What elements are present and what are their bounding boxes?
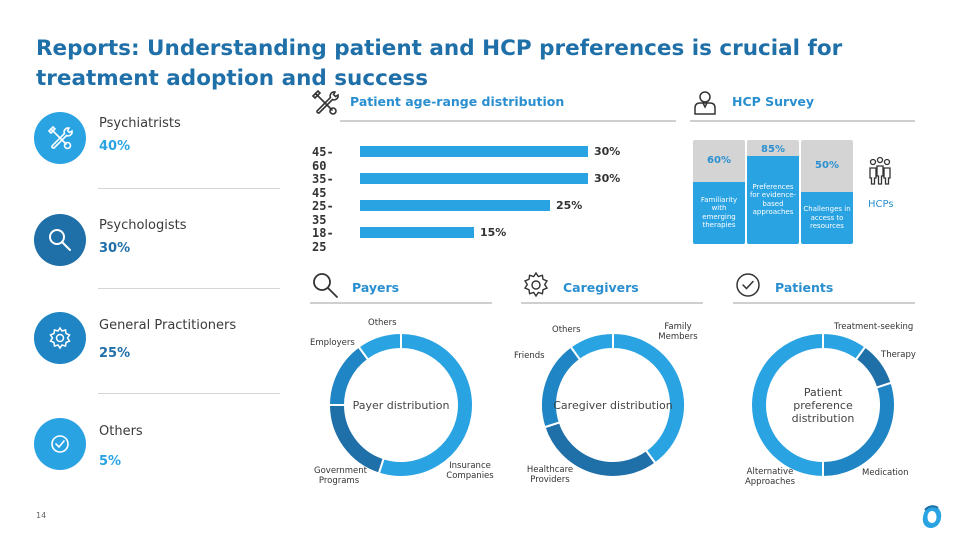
page-title: Reports: Understanding patient and HCP p… <box>36 36 843 91</box>
section-title: Caregivers <box>563 280 639 295</box>
person-icon <box>694 91 716 115</box>
role-percent: 40% <box>99 139 131 154</box>
survey-bar: Familiarity with emerging therapies <box>693 181 745 244</box>
slice-label: Alternative Approaches <box>738 467 802 487</box>
bar-category-label: 25-35 <box>312 199 334 227</box>
check-icon <box>736 273 760 297</box>
tools-icon <box>34 112 86 164</box>
slice-label: Others <box>368 318 397 328</box>
magnifier-icon <box>313 273 338 298</box>
slice-label: Treatment-seeking <box>834 322 914 332</box>
survey-bar: Preferences for evidence-based approache… <box>747 155 799 244</box>
role-percent: 5% <box>99 454 122 469</box>
section-hcp-survey: HCP Survey <box>690 88 915 122</box>
bar-value-label: 30% <box>594 145 621 158</box>
role-name: Others <box>99 424 143 439</box>
divider <box>98 188 280 189</box>
slice-label-text: Alternative Approaches <box>744 467 796 487</box>
slice-label: Family Members <box>650 322 706 342</box>
survey-value-label: 60% <box>707 154 731 166</box>
tools-icon <box>311 89 339 115</box>
section-title: Patient age-range distribution <box>350 94 565 109</box>
role-percent: 30% <box>99 241 131 256</box>
donut-center-label: Payer distribution <box>352 398 450 412</box>
section-payers: Payers <box>310 270 492 304</box>
slice-label: Others <box>552 325 581 335</box>
hcps-label: HCPs <box>868 199 894 210</box>
slice-label-text: Healthcare Providers <box>526 465 574 485</box>
donut-slice <box>569 331 614 362</box>
donut-center-label: Caregiver distribution <box>553 398 673 412</box>
bar-category-label: 35-45 <box>312 172 334 200</box>
section-age-range: Patient age-range distribution <box>310 88 676 122</box>
page-number: 14 <box>36 511 47 520</box>
role-general-practitioners: General Practitioners 25% <box>34 312 280 382</box>
slice-label: Employers <box>310 338 355 348</box>
slice-label: Friends <box>514 351 545 361</box>
donut-svg <box>327 331 474 478</box>
bar-value-label: 15% <box>480 226 507 239</box>
gear-icon <box>523 271 549 298</box>
brand-logo-icon <box>922 505 942 528</box>
survey-category-label: Familiarity with emerging therapies <box>700 195 738 230</box>
donut-center-label: Patient preference distribution <box>791 385 855 425</box>
survey-column: Preferences for evidence-based approache… <box>747 140 799 244</box>
caregiver-donut-chart: Caregiver distribution <box>538 330 688 480</box>
bar <box>360 200 550 211</box>
bar-value-label: 25% <box>556 199 583 212</box>
section-title: Patients <box>775 280 834 295</box>
bar-category-label: 18-25 <box>312 226 334 254</box>
payer-donut-chart: Payer distribution <box>326 330 476 480</box>
bar-category-label: 45-60 <box>312 145 334 173</box>
slice-label: Insurance Companies <box>440 461 500 481</box>
slice-label: Medication <box>862 468 909 478</box>
role-name: General Practitioners <box>99 318 237 333</box>
divider <box>98 288 280 289</box>
section-caregivers: Caregivers <box>521 270 703 304</box>
donut-slice <box>357 331 402 362</box>
divider <box>98 393 280 394</box>
section-rule <box>340 120 676 122</box>
section-rule <box>310 302 492 304</box>
slice-label-text: Insurance Companies <box>446 461 494 481</box>
hcps-group-icon <box>864 156 896 186</box>
role-psychiatrists: Psychiatrists 40% <box>34 112 280 182</box>
patient-donut-chart: Patient preference distribution <box>748 330 898 480</box>
role-name: Psychiatrists <box>99 116 181 131</box>
slice-label: Therapy <box>881 350 916 360</box>
bar <box>360 146 588 157</box>
survey-column: Challenges in access to resources 50% <box>801 140 853 244</box>
bar <box>360 173 588 184</box>
slice-label: Government Programs <box>314 466 368 486</box>
role-psychologists: Psychologists 30% <box>34 214 280 284</box>
section-title: Payers <box>352 280 400 295</box>
survey-category-label: Challenges in access to resources <box>803 205 851 231</box>
section-title: HCP Survey <box>732 94 814 109</box>
section-patients: Patients <box>733 270 915 304</box>
section-rule <box>690 120 915 122</box>
survey-value-label: 50% <box>815 160 839 171</box>
section-rule <box>733 302 915 304</box>
role-name: Psychologists <box>99 218 187 233</box>
magnifier-icon <box>34 214 86 266</box>
slice-label-text: Government Programs <box>314 466 368 486</box>
survey-category-label: Preferences for evidence-based approache… <box>749 182 797 217</box>
survey-bar: Challenges in access to resources <box>801 192 853 244</box>
donut-slice <box>750 331 824 479</box>
bar <box>360 227 474 238</box>
bar-value-label: 30% <box>594 172 621 185</box>
survey-column: Familiarity with emerging therapies 60% <box>693 140 745 244</box>
slice-label-text: Family Members <box>658 322 698 342</box>
gear-icon <box>34 312 86 364</box>
donut-svg <box>750 331 896 479</box>
survey-value-label: 85% <box>761 144 785 155</box>
section-rule <box>521 302 703 304</box>
slice-label: Healthcare Providers <box>516 465 584 485</box>
role-others: Others 5% <box>34 418 280 488</box>
check-icon <box>34 418 86 470</box>
donut-svg <box>540 331 686 478</box>
role-percent: 25% <box>99 346 131 361</box>
